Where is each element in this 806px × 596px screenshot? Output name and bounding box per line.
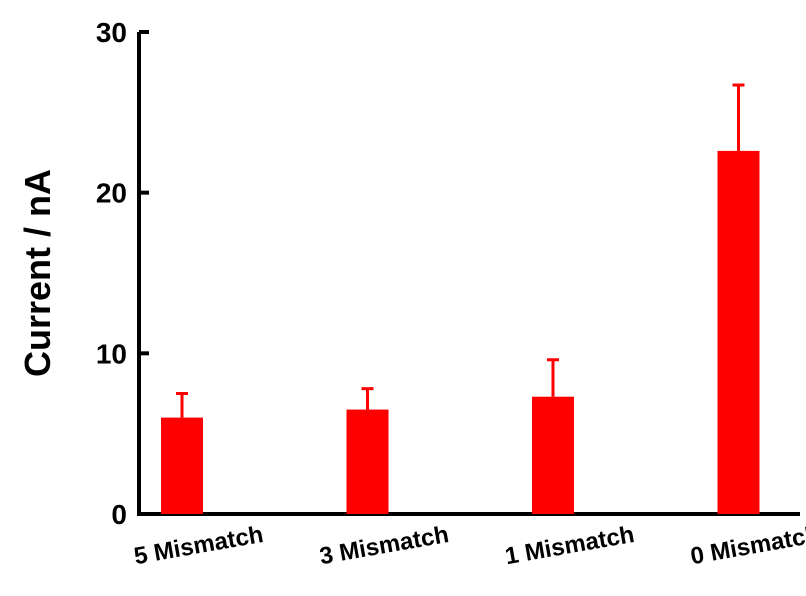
bar-1 [346,409,389,514]
category-labels: 5 Mismatch 3 Mismatch 1 Mismatch 0 Mismatch [132,521,806,570]
y-axis: 0 10 20 30 [96,17,149,530]
y-tick-label: 20 [96,178,127,209]
y-axis-title: Current / nA [17,169,58,377]
y-tick-label: 10 [96,338,127,369]
category-label-2: 1 Mismatch [503,521,636,570]
y-tick-label: 30 [96,17,127,48]
bar-0 [161,417,203,514]
category-label-3: 0 Mismatch [688,521,806,570]
y-tick-label: 0 [111,499,127,530]
bars [161,150,760,515]
bar-3 [717,150,760,515]
category-label-1: 3 Mismatch [317,521,450,570]
error-bars [176,83,745,418]
category-label-0: 5 Mismatch [132,521,265,570]
bar-2 [532,396,574,514]
